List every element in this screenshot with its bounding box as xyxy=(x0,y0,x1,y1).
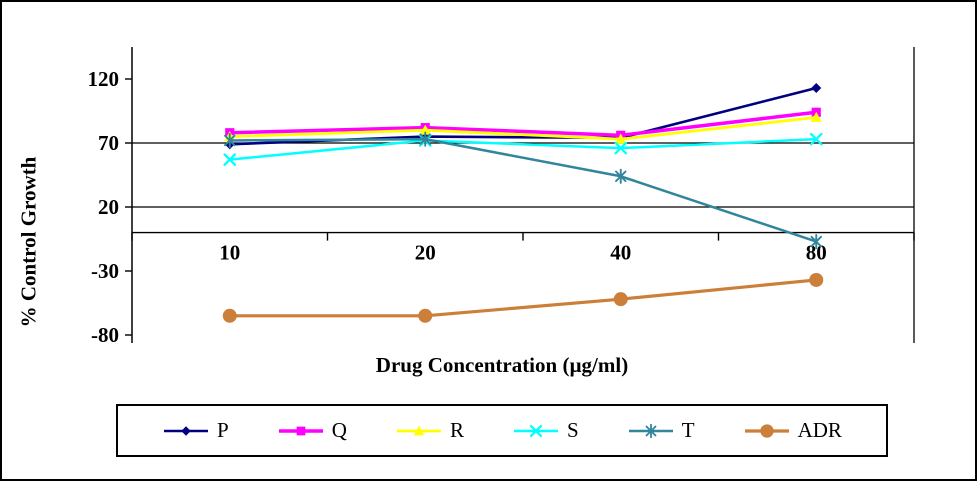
series-s-markers xyxy=(223,132,823,166)
legend-item-q: Q xyxy=(277,418,347,443)
y-axis-title: % Control Growth xyxy=(16,156,41,328)
y-tick-label: -80 xyxy=(91,323,119,347)
series-s-line xyxy=(228,137,818,161)
series-adr-line xyxy=(228,278,818,318)
legend-label: T xyxy=(681,418,695,442)
series-t-markers xyxy=(224,131,822,250)
y-tick-label: 20 xyxy=(98,195,119,219)
x-tick-label: 40 xyxy=(610,241,631,265)
legend-item-adr: ADR xyxy=(743,418,842,443)
legend-label: Q xyxy=(331,418,347,442)
series-r-line xyxy=(228,116,818,141)
legend-label: S xyxy=(566,418,579,442)
legend-item-r: R xyxy=(395,418,464,443)
x-tick-label: 10 xyxy=(219,241,240,265)
legend-item-p: P xyxy=(162,418,229,443)
legend: P Q R S T ADR xyxy=(116,404,888,457)
legend-diamond-icon xyxy=(164,425,209,436)
legend-item-s: S xyxy=(512,418,579,443)
legend-label: P xyxy=(217,418,229,442)
x-tick-label: 20 xyxy=(415,241,436,265)
x-axis-title: Drug Concentration (µg/ml) xyxy=(375,353,629,377)
legend-triangle-icon xyxy=(396,425,441,435)
series-adr-markers xyxy=(222,272,824,323)
series-q-line xyxy=(228,110,818,138)
series-t-line xyxy=(228,137,818,243)
legend-x-icon xyxy=(513,424,558,437)
legend-circle-icon xyxy=(744,423,789,438)
legend-square-icon xyxy=(278,426,323,435)
legend-asterisk-icon xyxy=(628,423,673,438)
y-tick-label: 120 xyxy=(88,67,120,91)
legend-label: ADR xyxy=(797,418,842,442)
y-tick-label: -30 xyxy=(91,259,119,283)
legend-label: R xyxy=(449,418,464,442)
y-tick-label: 70 xyxy=(98,131,119,155)
legend-item-t: T xyxy=(627,418,695,443)
